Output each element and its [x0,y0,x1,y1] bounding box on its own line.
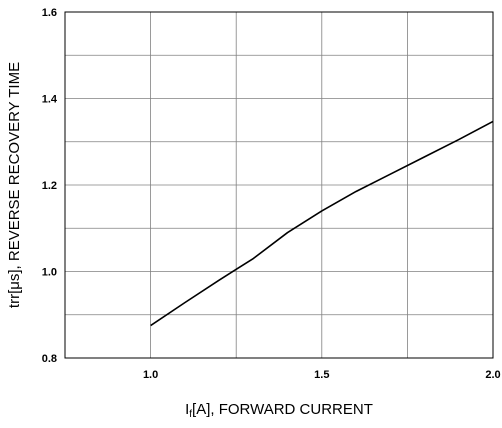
x-tick-label: 1.0 [143,369,158,381]
plot-frame [64,11,494,359]
y-tick-label: 1.6 [42,7,57,19]
y-tick-label: 0.8 [42,353,57,365]
x-tick-label: 2.0 [485,369,500,381]
x-axis-label-prefix: I [185,401,189,418]
x-tick-label: 1.5 [314,369,329,381]
x-axis-label-suffix: [A], FORWARD CURRENT [192,401,373,418]
y-tick-label: 1.0 [42,267,57,279]
x-axis-label-subscript: f [189,409,192,420]
y-tick-label: 1.2 [42,180,57,192]
series-layer [150,120,494,327]
y-axis-label: trr[μs], REVERSE RECOVERY TIME [6,62,23,308]
y-tick-label: 1.4 [42,94,58,106]
grid-layer [65,12,493,358]
series-line [150,120,494,327]
x-axis-label: If[A], FORWARD CURRENT [185,401,373,420]
tick-label-layer: 1.0 1.5 2.0 0.8 1.0 1.2 1.4 1.6 [42,7,501,381]
